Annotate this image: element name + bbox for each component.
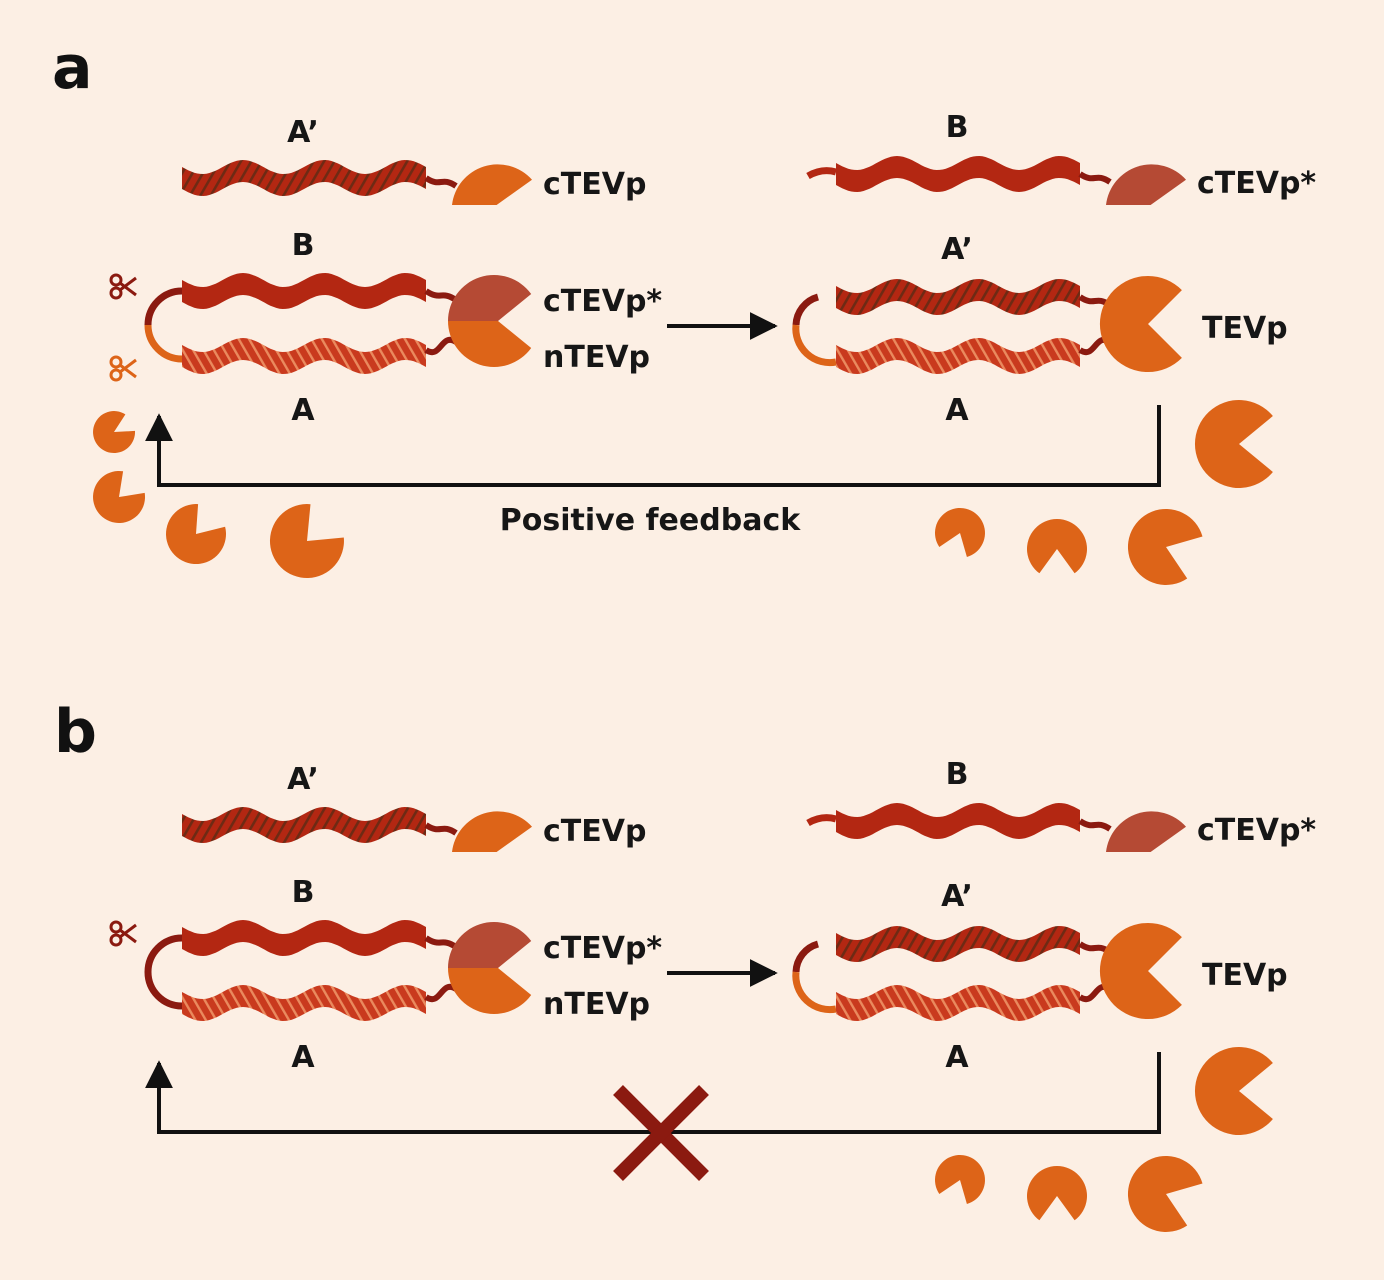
pacman-enzyme-icon: [934, 1154, 985, 1204]
strand-a: [836, 985, 1080, 1021]
ctevp-star-half-icon: [1106, 811, 1186, 852]
strand-label: A’: [287, 762, 319, 797]
enzyme-label: cTEVp*: [543, 931, 662, 966]
linker: [1078, 818, 1112, 832]
strand-a-prime: [182, 160, 426, 196]
strand-a: [836, 338, 1080, 374]
strand-label: B: [946, 757, 969, 792]
linker: [1078, 171, 1112, 185]
top-right-construct: B cTEVp*: [806, 757, 1316, 852]
enzyme-label: cTEVp*: [1197, 813, 1316, 848]
top-left-construct: A’ cTEVp: [182, 115, 646, 205]
cut-loop-upper: [792, 293, 820, 326]
enzyme-label: cTEVp*: [1197, 166, 1316, 201]
enzyme-label: cTEVp: [543, 814, 646, 849]
loop-uncut: [144, 934, 183, 1010]
pacman-enzyme-icon: [1194, 400, 1273, 489]
top-left-construct: A’ cTEVp: [182, 762, 646, 852]
panel-letter: b: [54, 697, 97, 767]
top-right-construct: B cTEVp*: [806, 110, 1316, 205]
linker: [424, 175, 458, 189]
duplex-construct: A’ A TEVp: [792, 879, 1288, 1075]
cut-loop-upper: [792, 940, 820, 973]
strand-b: [836, 156, 1080, 192]
hairpin-construct: B A cTEVp* nTEVp: [109, 875, 662, 1075]
linker: [424, 336, 458, 356]
linker: [424, 288, 458, 303]
pacman-enzyme-icon: [934, 507, 985, 557]
panel-b: b A’ cTEVp B cTEVp* B A cTEVp*: [54, 697, 1316, 1232]
pacman-enzyme-icon: [1127, 508, 1203, 585]
cut-loop-lower: [792, 971, 837, 1014]
enzyme-label: cTEVp*: [543, 284, 662, 319]
strand-label: A: [291, 1040, 315, 1075]
pacman-enzyme-icon: [1027, 519, 1088, 574]
linker: [424, 935, 458, 950]
strand-b: [836, 803, 1080, 839]
pacman-enzyme-icon: [269, 504, 344, 579]
scissors-icon: [109, 355, 137, 382]
loop-upper: [144, 287, 183, 326]
linker: [424, 822, 458, 836]
strand-b: [182, 920, 426, 956]
strand-label: A’: [287, 115, 319, 150]
feedback-arrow: [145, 405, 1161, 487]
pacman-enzyme-icon: [93, 470, 146, 523]
tevp-enzyme-icon: [1099, 923, 1182, 1019]
strand-a: [182, 985, 426, 1021]
pacman-enzyme-icon: [1027, 1166, 1088, 1221]
duplex-construct: A’ A TEVp: [792, 232, 1288, 428]
x-mark-icon: [613, 1085, 709, 1181]
strand-tail: [806, 814, 837, 827]
enzyme-label: TEVp: [1202, 958, 1288, 993]
strand-label: A: [945, 1040, 969, 1075]
ctevp-half-icon: [452, 811, 532, 852]
scissors-icon: [109, 273, 137, 300]
ntevp-half-icon: [448, 321, 532, 367]
ctevp-star-half-icon: [1106, 164, 1186, 205]
enzyme-label: TEVp: [1202, 311, 1288, 346]
strand-label: A: [291, 393, 315, 428]
ntevp-half-icon: [448, 968, 532, 1014]
strand-label: A’: [941, 232, 973, 267]
strand-a-prime: [836, 926, 1080, 962]
pacman-enzyme-icon: [1127, 1155, 1203, 1232]
tevp-enzyme-icon: [1099, 276, 1182, 372]
pacman-enzyme-icon: [1194, 1047, 1273, 1135]
enzyme-label: nTEVp: [543, 987, 650, 1022]
strand-a-prime: [182, 807, 426, 843]
panel-a: a A’ cTEVp B cTEVp*: [52, 33, 1316, 585]
strand-label: B: [946, 110, 969, 145]
strand-tail: [806, 167, 837, 180]
strand-label: A’: [941, 879, 973, 914]
ctevp-star-half-icon: [448, 275, 532, 321]
loop-lower: [144, 324, 183, 363]
pacman-enzyme-icon: [166, 504, 227, 565]
strand-label: B: [292, 228, 315, 263]
strand-label: B: [292, 875, 315, 910]
strand-a: [182, 338, 426, 374]
cut-loop-lower: [792, 324, 837, 367]
feedback-label: Positive feedback: [500, 503, 801, 538]
strand-a-prime: [836, 279, 1080, 315]
enzyme-label: nTEVp: [543, 340, 650, 375]
ctevp-half-icon: [452, 164, 532, 205]
linker: [424, 983, 458, 1003]
panel-letter: a: [52, 33, 93, 103]
hairpin-construct: B A cTEVp* nTEVp: [109, 228, 662, 428]
scissors-icon: [109, 920, 137, 947]
pacman-enzyme-icon: [93, 411, 136, 454]
ctevp-star-half-icon: [448, 922, 532, 968]
strand-b: [182, 273, 426, 309]
enzyme-label: cTEVp: [543, 167, 646, 202]
strand-label: A: [945, 393, 969, 428]
